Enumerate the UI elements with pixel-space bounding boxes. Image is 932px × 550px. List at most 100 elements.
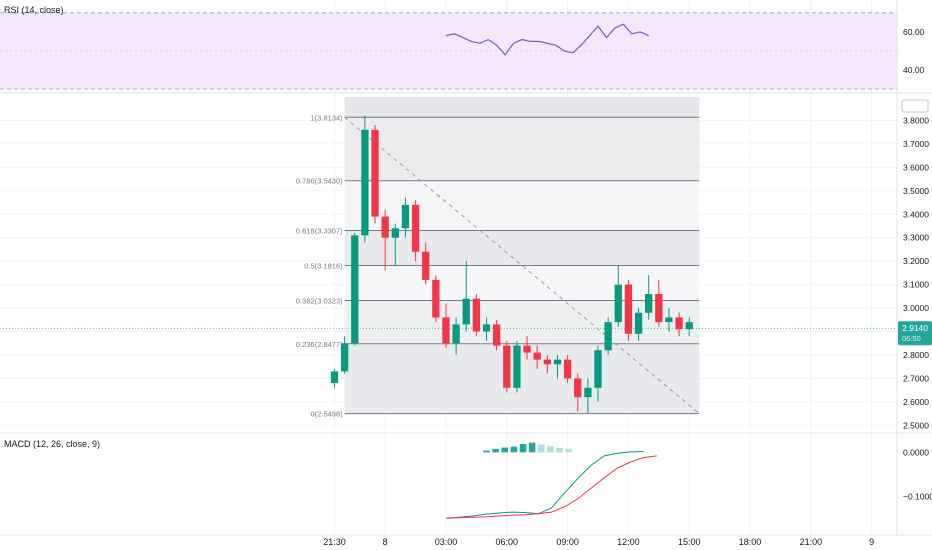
candle (422, 242, 430, 285)
price-tick-label: 3.5000 (903, 186, 929, 196)
price-tick-label: 2.8000 (903, 350, 929, 360)
fib-zone-above (344, 97, 700, 118)
candle-body (675, 317, 683, 330)
macd-histogram-bar (483, 450, 490, 453)
candle-body (462, 298, 470, 325)
price-tick-label: 2.7000 (903, 373, 929, 383)
candle-body (563, 359, 572, 379)
candle (584, 378, 592, 414)
candle-body (432, 279, 440, 318)
time-tick-label: 03:00 (435, 537, 458, 547)
candle-body (614, 284, 622, 323)
candle (493, 319, 501, 351)
fib-zone (344, 180, 700, 231)
rsi-indicator-label[interactable]: RSI (14, close) (4, 5, 64, 15)
rsi-line (445, 23, 649, 56)
time-tick-label: 09:00 (556, 537, 579, 547)
macd-histogram-bar (537, 444, 545, 453)
candle (381, 209, 389, 271)
macd-histogram-bar (492, 448, 499, 453)
fib-zone (344, 265, 700, 301)
candle (604, 317, 612, 355)
macd-tick-label: −0.1000 (903, 491, 932, 501)
candle-body (361, 129, 369, 236)
candle-body (503, 345, 511, 388)
candle-body (634, 312, 643, 334)
candle (553, 354, 562, 379)
macd-pane[interactable] (445, 442, 657, 519)
candle-body (482, 324, 491, 332)
fibonacci-retracement[interactable]: 1(3.8134) 0.786(3.5430) 0.618(3.3307) 0.5(3… (296, 97, 700, 419)
candle-body (624, 284, 633, 334)
candle-body (452, 324, 460, 344)
candle (411, 200, 420, 262)
price-tick-label: 3.8000 (903, 115, 929, 125)
candle (563, 354, 572, 384)
candle (594, 345, 602, 402)
price-tick-label: 3.6000 (903, 162, 929, 172)
fib-level-label: 0.236(2.8477) (296, 340, 343, 349)
candle-body (594, 350, 602, 388)
macd-histogram-bar (547, 446, 554, 453)
candle (665, 308, 673, 332)
fib-zone (344, 343, 700, 414)
candle (462, 261, 470, 332)
fib-zone (344, 230, 700, 266)
fib-level-label: 0(2.5498) (311, 410, 344, 419)
candle-body (340, 343, 349, 372)
candle-body (330, 371, 339, 384)
price-tick-label: 3.4000 (903, 209, 929, 219)
candle-body (665, 317, 673, 323)
candle (361, 115, 369, 243)
candle-body (381, 216, 389, 238)
candle (645, 275, 653, 320)
macd-indicator-label[interactable]: MACD (12, 26, close, 9) (4, 439, 101, 449)
candle-body (533, 352, 541, 360)
rsi-pane[interactable] (0, 12, 897, 90)
candle-body (371, 129, 379, 217)
rsi-tick-label: 60.00 (903, 27, 925, 37)
fib-level-label: 0.786(3.5430) (296, 177, 343, 186)
candle-body (543, 359, 551, 365)
candle (330, 369, 339, 388)
signal-line (445, 455, 657, 519)
candle (442, 303, 450, 348)
macd-histogram-bar (519, 444, 527, 453)
time-tick-label: 9 (869, 537, 874, 547)
macd-histogram-bar (565, 448, 572, 453)
candle-body (553, 359, 562, 365)
time-tick-label: 21:00 (800, 537, 823, 547)
candle-body (655, 293, 663, 323)
price-tick-label: 3.7000 (903, 139, 929, 149)
fib-trendline (344, 116, 700, 415)
price-tick-label: 3.0000 (903, 303, 929, 313)
price-tick-label: 3.3000 (903, 233, 929, 243)
fib-level-label: 0.618(3.3307) (296, 227, 343, 236)
candle (391, 223, 399, 266)
macd-histogram-bar (510, 446, 518, 453)
candle (340, 336, 349, 374)
candle (503, 340, 511, 393)
candle (543, 354, 551, 374)
candle-body (351, 235, 359, 344)
candle (401, 197, 410, 238)
fib-level-label: 1(3.8134) (311, 113, 344, 122)
candle (614, 265, 622, 327)
candlestick-series[interactable] (0, 115, 897, 414)
rsi-tick-label: 40.00 (903, 65, 925, 75)
time-tick-label: 21:30 (323, 537, 346, 547)
candle-body (604, 322, 612, 351)
candle (513, 340, 521, 393)
candle (685, 317, 693, 337)
candle-body (523, 345, 531, 353)
macd-tick-label: 0.0000 (903, 447, 929, 457)
time-tick-label: 06:00 (496, 537, 519, 547)
price-countdown: 06:50 (902, 334, 921, 343)
candle (351, 233, 359, 346)
fib-zone (344, 117, 700, 181)
candle (574, 373, 582, 412)
candle (452, 317, 460, 355)
macd-histogram-bar (556, 447, 563, 453)
macd-histogram-bar (501, 447, 509, 453)
